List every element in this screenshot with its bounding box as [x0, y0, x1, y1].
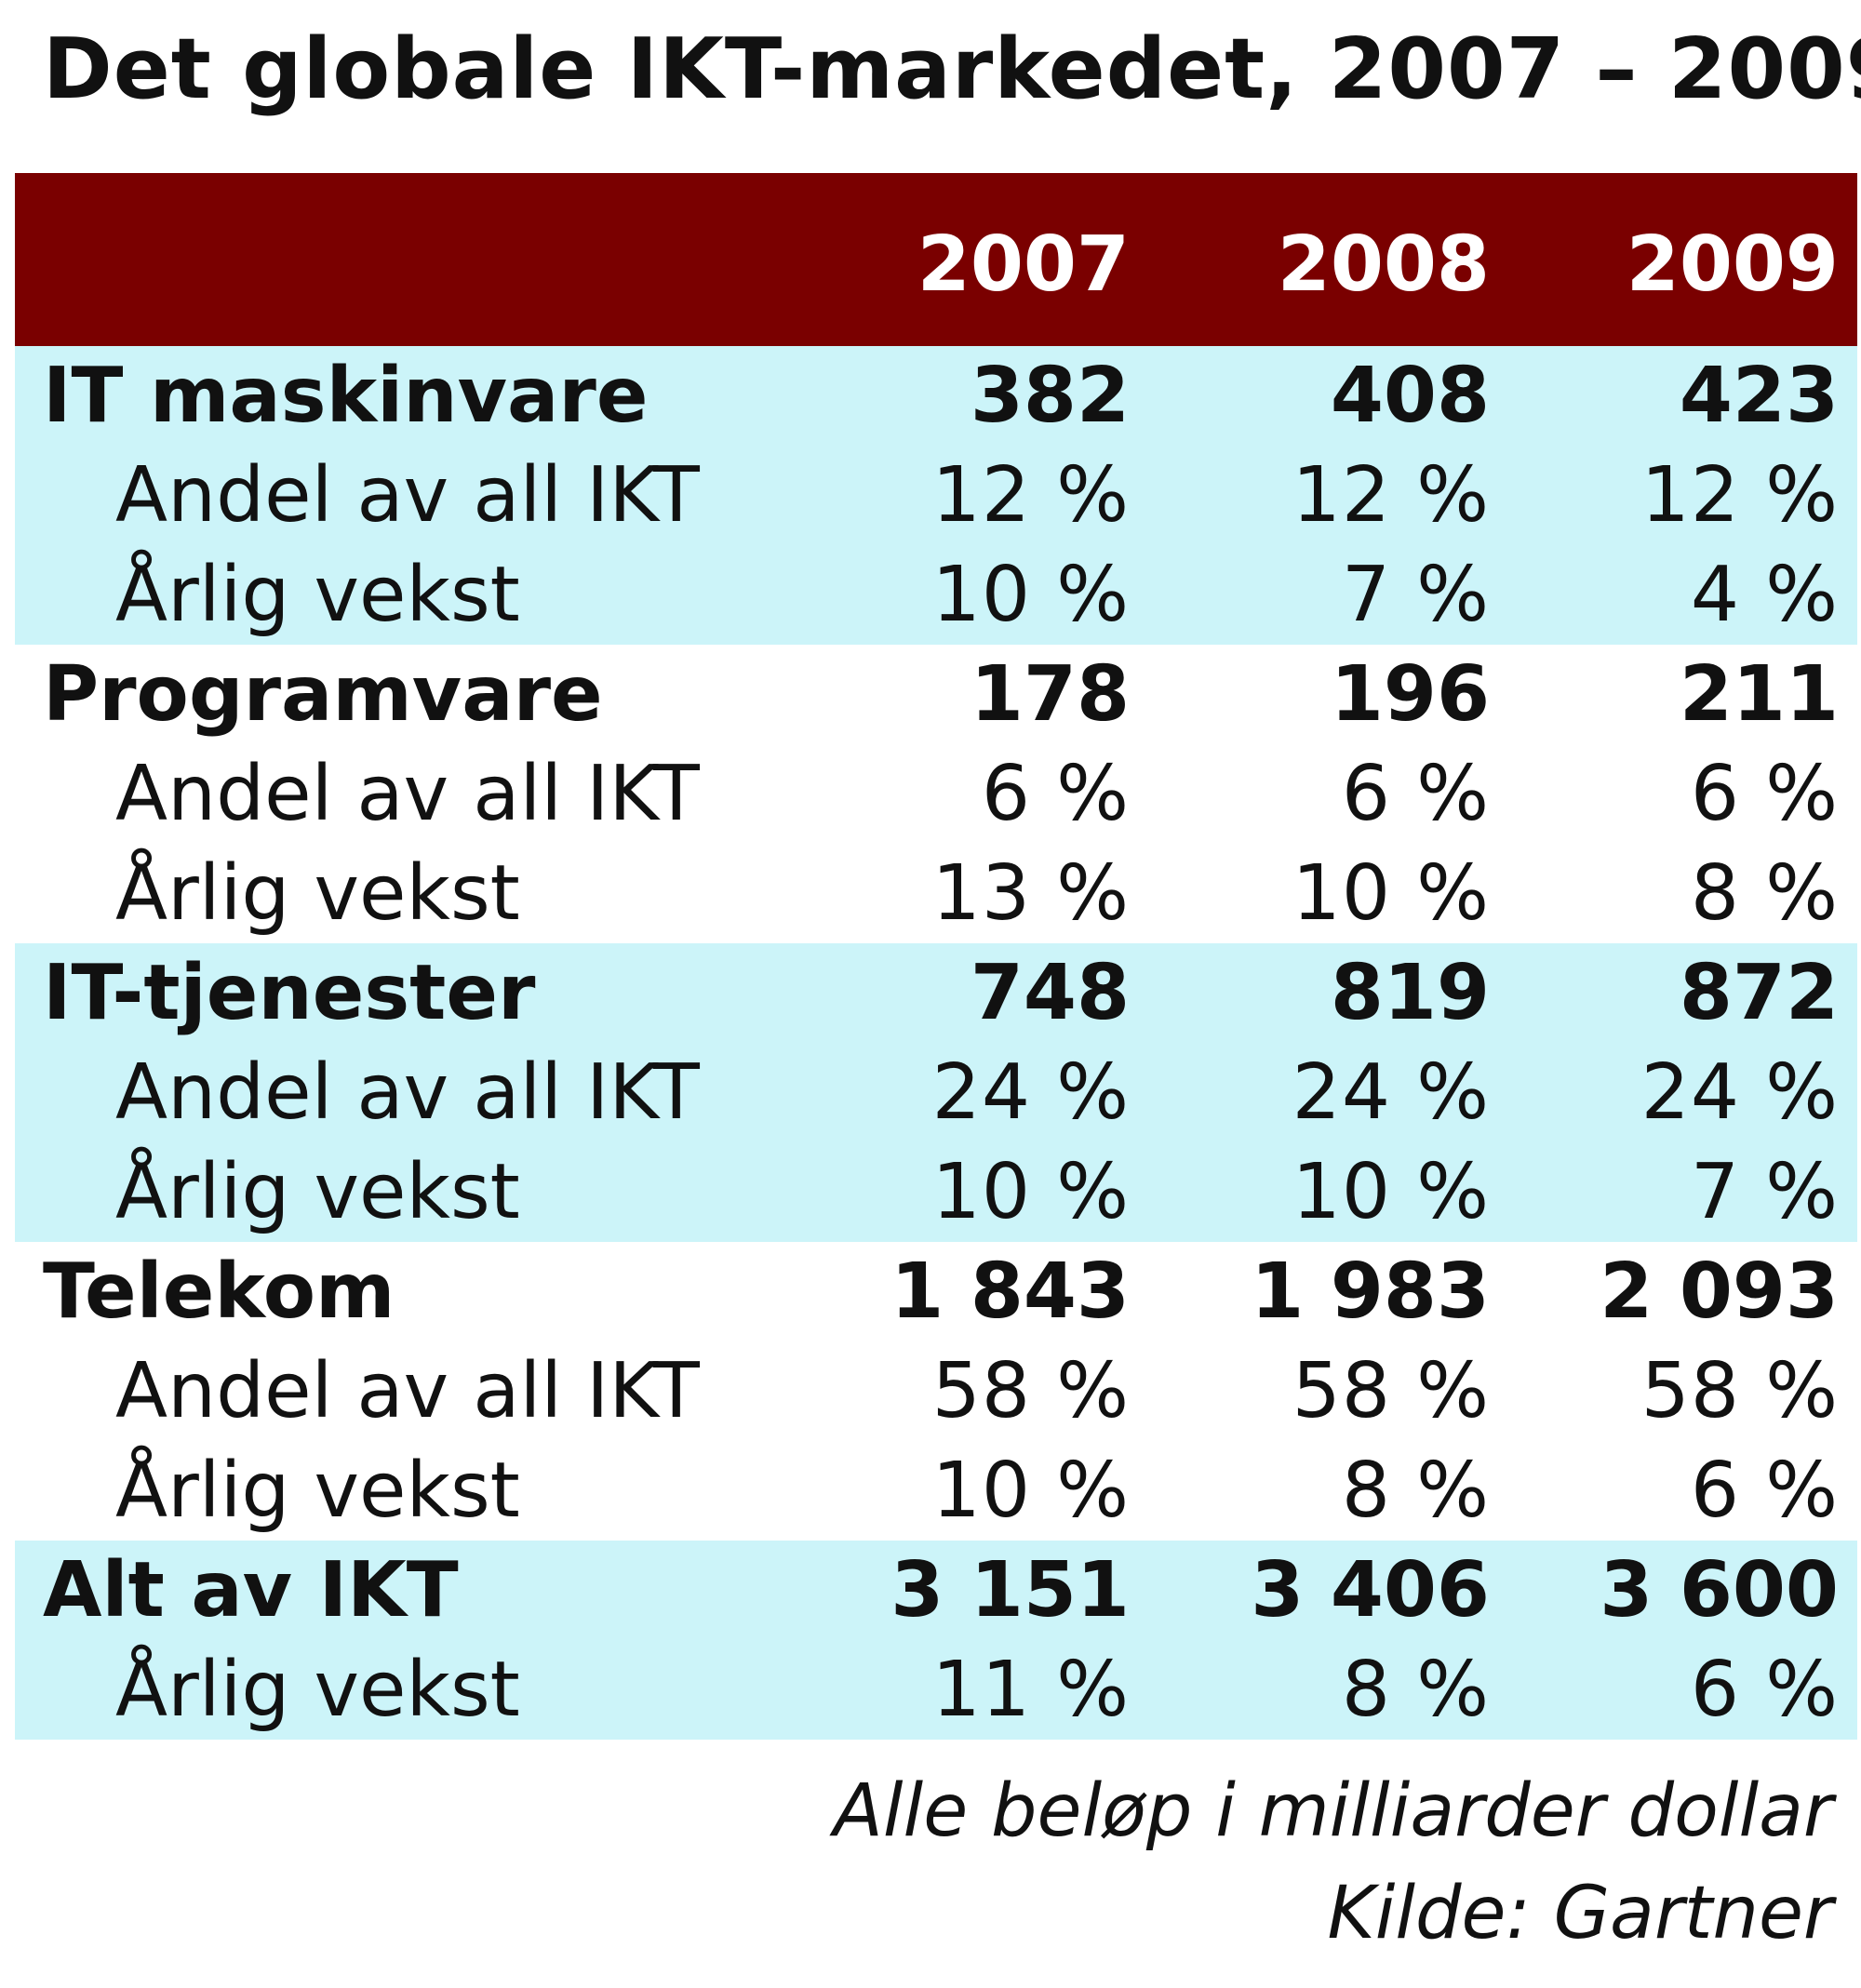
- table-cell-2008: 8 %: [1341, 1447, 1490, 1535]
- table-row-sub: Årlig vekst 10 % 8 % 6 %: [15, 1441, 1857, 1541]
- sub-row-label: Andel av all IKT: [115, 1347, 700, 1435]
- table-cell-2007: 1 843: [890, 1248, 1130, 1336]
- table-row-category: Telekom 1 843 1 983 2 093: [15, 1242, 1857, 1341]
- units-note: Alle beløp i milliarder dollar: [833, 1769, 1833, 1853]
- table-row-category: Alt av IKT 3 151 3 406 3 600: [15, 1541, 1857, 1640]
- table-row-category: Programvare 178 196 211: [15, 645, 1857, 744]
- source-note: Kilde: Gartner: [1327, 1872, 1833, 1955]
- table-row-category: IT maskinvare 382 408 423: [15, 346, 1857, 446]
- table-cell-2009: 6 %: [1690, 750, 1839, 838]
- table-cell-2009: 211: [1679, 650, 1839, 739]
- category-label: Telekom: [43, 1248, 395, 1336]
- table-cell-2007: 10 %: [931, 1148, 1130, 1236]
- table-cell-2009: 423: [1679, 352, 1839, 440]
- table-cell-2009: 8 %: [1690, 849, 1839, 938]
- table-row-category: IT-tjenester 748 819 872: [15, 943, 1857, 1043]
- sub-row-label: Andel av all IKT: [115, 451, 700, 540]
- table-row-sub: Årlig vekst 13 % 10 % 8 %: [15, 844, 1857, 943]
- table-row-sub: Andel av all IKT 6 % 6 % 6 %: [15, 744, 1857, 844]
- ict-market-table: 2007 2008 2009 IT maskinvare 382 408 423 And…: [15, 173, 1857, 1740]
- table-cell-2009: 24 %: [1640, 1048, 1839, 1137]
- table-cell-2009: 7 %: [1690, 1148, 1839, 1236]
- table-cell-2008: 58 %: [1292, 1347, 1490, 1435]
- table-cell-2007: 13 %: [931, 849, 1130, 938]
- table-cell-2009: 12 %: [1640, 451, 1839, 540]
- table-cell-2009: 2 093: [1600, 1248, 1839, 1336]
- table-cell-2009: 6 %: [1690, 1646, 1839, 1734]
- category-label: Programvare: [43, 650, 603, 739]
- table-cell-2007: 178: [970, 650, 1130, 739]
- table-cell-2007: 382: [970, 352, 1130, 440]
- table-title: Det globale IKT-markedet, 2007 – 2009: [43, 20, 1861, 118]
- table-cell-2008: 3 406: [1251, 1546, 1490, 1634]
- table-row-sub: Årlig vekst 10 % 10 % 7 %: [15, 1142, 1857, 1242]
- table-cell-2008: 196: [1330, 650, 1490, 739]
- table-cell-2008: 408: [1330, 352, 1490, 440]
- table-cell-2008: 6 %: [1341, 750, 1490, 838]
- table-row-sub: Andel av all IKT 12 % 12 % 12 %: [15, 446, 1857, 545]
- sub-row-label: Andel av all IKT: [115, 750, 700, 838]
- table-cell-2009: 58 %: [1640, 1347, 1839, 1435]
- sub-row-label: Årlig vekst: [115, 1646, 520, 1734]
- table-header-row: 2007 2008 2009: [15, 173, 1857, 346]
- table-cell-2008: 819: [1330, 949, 1490, 1037]
- table-cell-2007: 3 151: [890, 1546, 1130, 1634]
- table-body: IT maskinvare 382 408 423 Andel av all IKT 12…: [15, 346, 1857, 1740]
- category-label: Alt av IKT: [43, 1546, 459, 1634]
- header-year-2007: 2007: [917, 220, 1130, 309]
- table-cell-2009: 872: [1679, 949, 1839, 1037]
- table-row-sub: Andel av all IKT 24 % 24 % 24 %: [15, 1043, 1857, 1142]
- table-row-sub: Årlig vekst 10 % 7 % 4 %: [15, 545, 1857, 645]
- header-year-2009: 2009: [1626, 220, 1839, 309]
- header-year-2008: 2008: [1277, 220, 1490, 309]
- table-cell-2007: 12 %: [931, 451, 1130, 540]
- table-cell-2009: 3 600: [1600, 1546, 1839, 1634]
- table-cell-2007: 10 %: [931, 551, 1130, 639]
- category-label: IT-tjenester: [43, 949, 536, 1037]
- table-cell-2007: 748: [970, 949, 1130, 1037]
- sub-row-label: Årlig vekst: [115, 849, 520, 938]
- category-label: IT maskinvare: [43, 352, 649, 440]
- table-cell-2007: 11 %: [931, 1646, 1130, 1734]
- table-cell-2007: 10 %: [931, 1447, 1130, 1535]
- table-cell-2008: 10 %: [1292, 849, 1490, 938]
- table-cell-2007: 6 %: [981, 750, 1130, 838]
- table-cell-2009: 4 %: [1690, 551, 1839, 639]
- table-row-sub: Andel av all IKT 58 % 58 % 58 %: [15, 1341, 1857, 1441]
- table-cell-2007: 58 %: [931, 1347, 1130, 1435]
- table-row-sub: Årlig vekst 11 % 8 % 6 %: [15, 1640, 1857, 1740]
- table-cell-2008: 8 %: [1341, 1646, 1490, 1734]
- table-cell-2009: 6 %: [1690, 1447, 1839, 1535]
- table-cell-2008: 1 983: [1251, 1248, 1490, 1336]
- sub-row-label: Årlig vekst: [115, 551, 520, 639]
- sub-row-label: Andel av all IKT: [115, 1048, 700, 1137]
- sub-row-label: Årlig vekst: [115, 1447, 520, 1535]
- table-cell-2008: 10 %: [1292, 1148, 1490, 1236]
- table-cell-2008: 24 %: [1292, 1048, 1490, 1137]
- table-cell-2007: 24 %: [931, 1048, 1130, 1137]
- table-cell-2008: 12 %: [1292, 451, 1490, 540]
- table-cell-2008: 7 %: [1341, 551, 1490, 639]
- table-notes: Alle beløp i milliarder dollar Kilde: Ga…: [834, 1760, 1833, 1965]
- sub-row-label: Årlig vekst: [115, 1148, 520, 1236]
